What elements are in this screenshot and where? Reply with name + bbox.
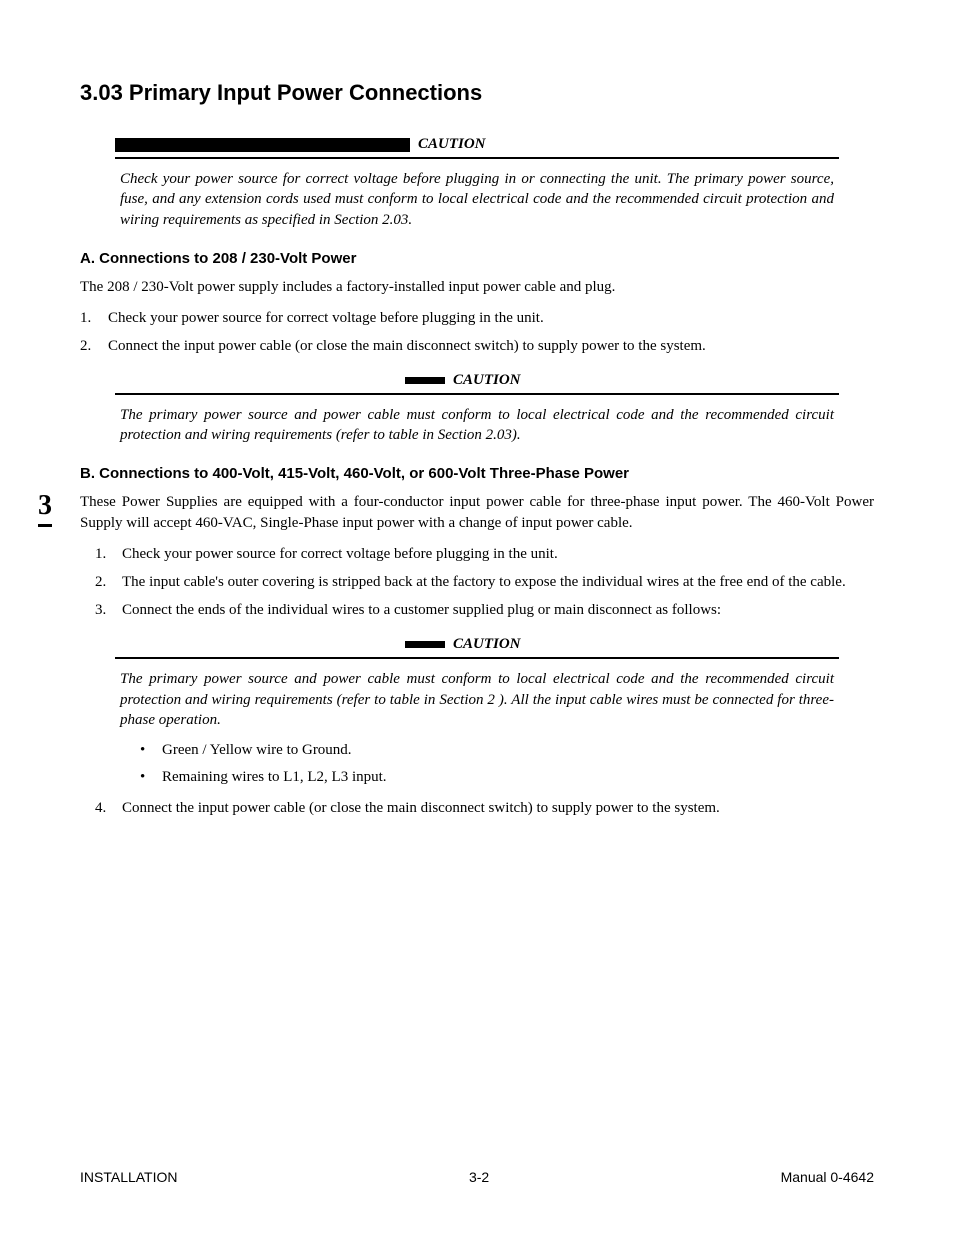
list-item-text: Check your power source for correct volt… [108,308,544,329]
list-a: 1.Check your power source for correct vo… [80,308,874,357]
caution-bar [405,641,445,648]
caution-bar [405,377,445,384]
list-item: 2.The input cable's outer covering is st… [80,572,874,593]
caution-box-1: CAUTION Check your power source for corr… [115,136,839,230]
list-item: •Remaining wires to L1, L2, L3 input. [140,767,874,788]
bullet-list: •Green / Yellow wire to Ground. •Remaini… [140,740,874,788]
caution-box-3: CAUTION The primary power source and pow… [115,636,839,730]
list-item: 4.Connect the input power cable (or clos… [80,798,874,819]
caution-rule [115,657,839,659]
caution-bar [115,138,410,152]
caution-label: CAUTION [418,136,486,153]
list-item-text: The input cable's outer covering is stri… [122,572,846,593]
caution-rule [115,157,839,159]
list-item: 1.Check your power source for correct vo… [80,544,874,565]
list-item-text: Connect the input power cable (or close … [108,336,706,357]
list-b-cont: 4.Connect the input power cable (or clos… [80,798,874,819]
list-b: 1.Check your power source for correct vo… [80,544,874,621]
caution-rule [115,393,839,395]
body-text-a-intro: The 208 / 230-Volt power supply includes… [80,277,874,298]
list-item: 1.Check your power source for correct vo… [80,308,874,329]
caution-label: CAUTION [453,372,521,389]
section-title: 3.03 Primary Input Power Connections [80,80,874,106]
list-item-text: Check your power source for correct volt… [122,544,558,565]
list-item-text: Connect the input power cable (or close … [122,798,720,819]
footer-right: Manual 0-4642 [781,1169,874,1185]
list-item: 2.Connect the input power cable (or clos… [80,336,874,357]
footer-left: INSTALLATION [80,1169,178,1185]
chapter-tab: 3 [38,490,52,527]
caution-box-2: CAUTION The primary power source and pow… [115,372,839,446]
caution-text: The primary power source and power cable… [115,669,839,730]
footer-center: 3-2 [469,1169,489,1185]
caution-text: Check your power source for correct volt… [115,169,839,230]
list-item-text: Remaining wires to L1, L2, L3 input. [162,767,387,788]
list-item: 3.Connect the ends of the individual wir… [80,600,874,621]
list-item-text: Green / Yellow wire to Ground. [162,740,352,761]
list-item-text: Connect the ends of the individual wires… [122,600,721,621]
subheading-a: A. Connections to 208 / 230-Volt Power [80,250,874,267]
page-footer: INSTALLATION 3-2 Manual 0-4642 [80,1169,874,1185]
list-item: •Green / Yellow wire to Ground. [140,740,874,761]
body-text-b-intro: These Power Supplies are equipped with a… [80,492,874,534]
caution-text: The primary power source and power cable… [115,405,839,446]
subheading-b: B. Connections to 400-Volt, 415-Volt, 46… [80,465,874,482]
caution-label: CAUTION [453,636,521,653]
